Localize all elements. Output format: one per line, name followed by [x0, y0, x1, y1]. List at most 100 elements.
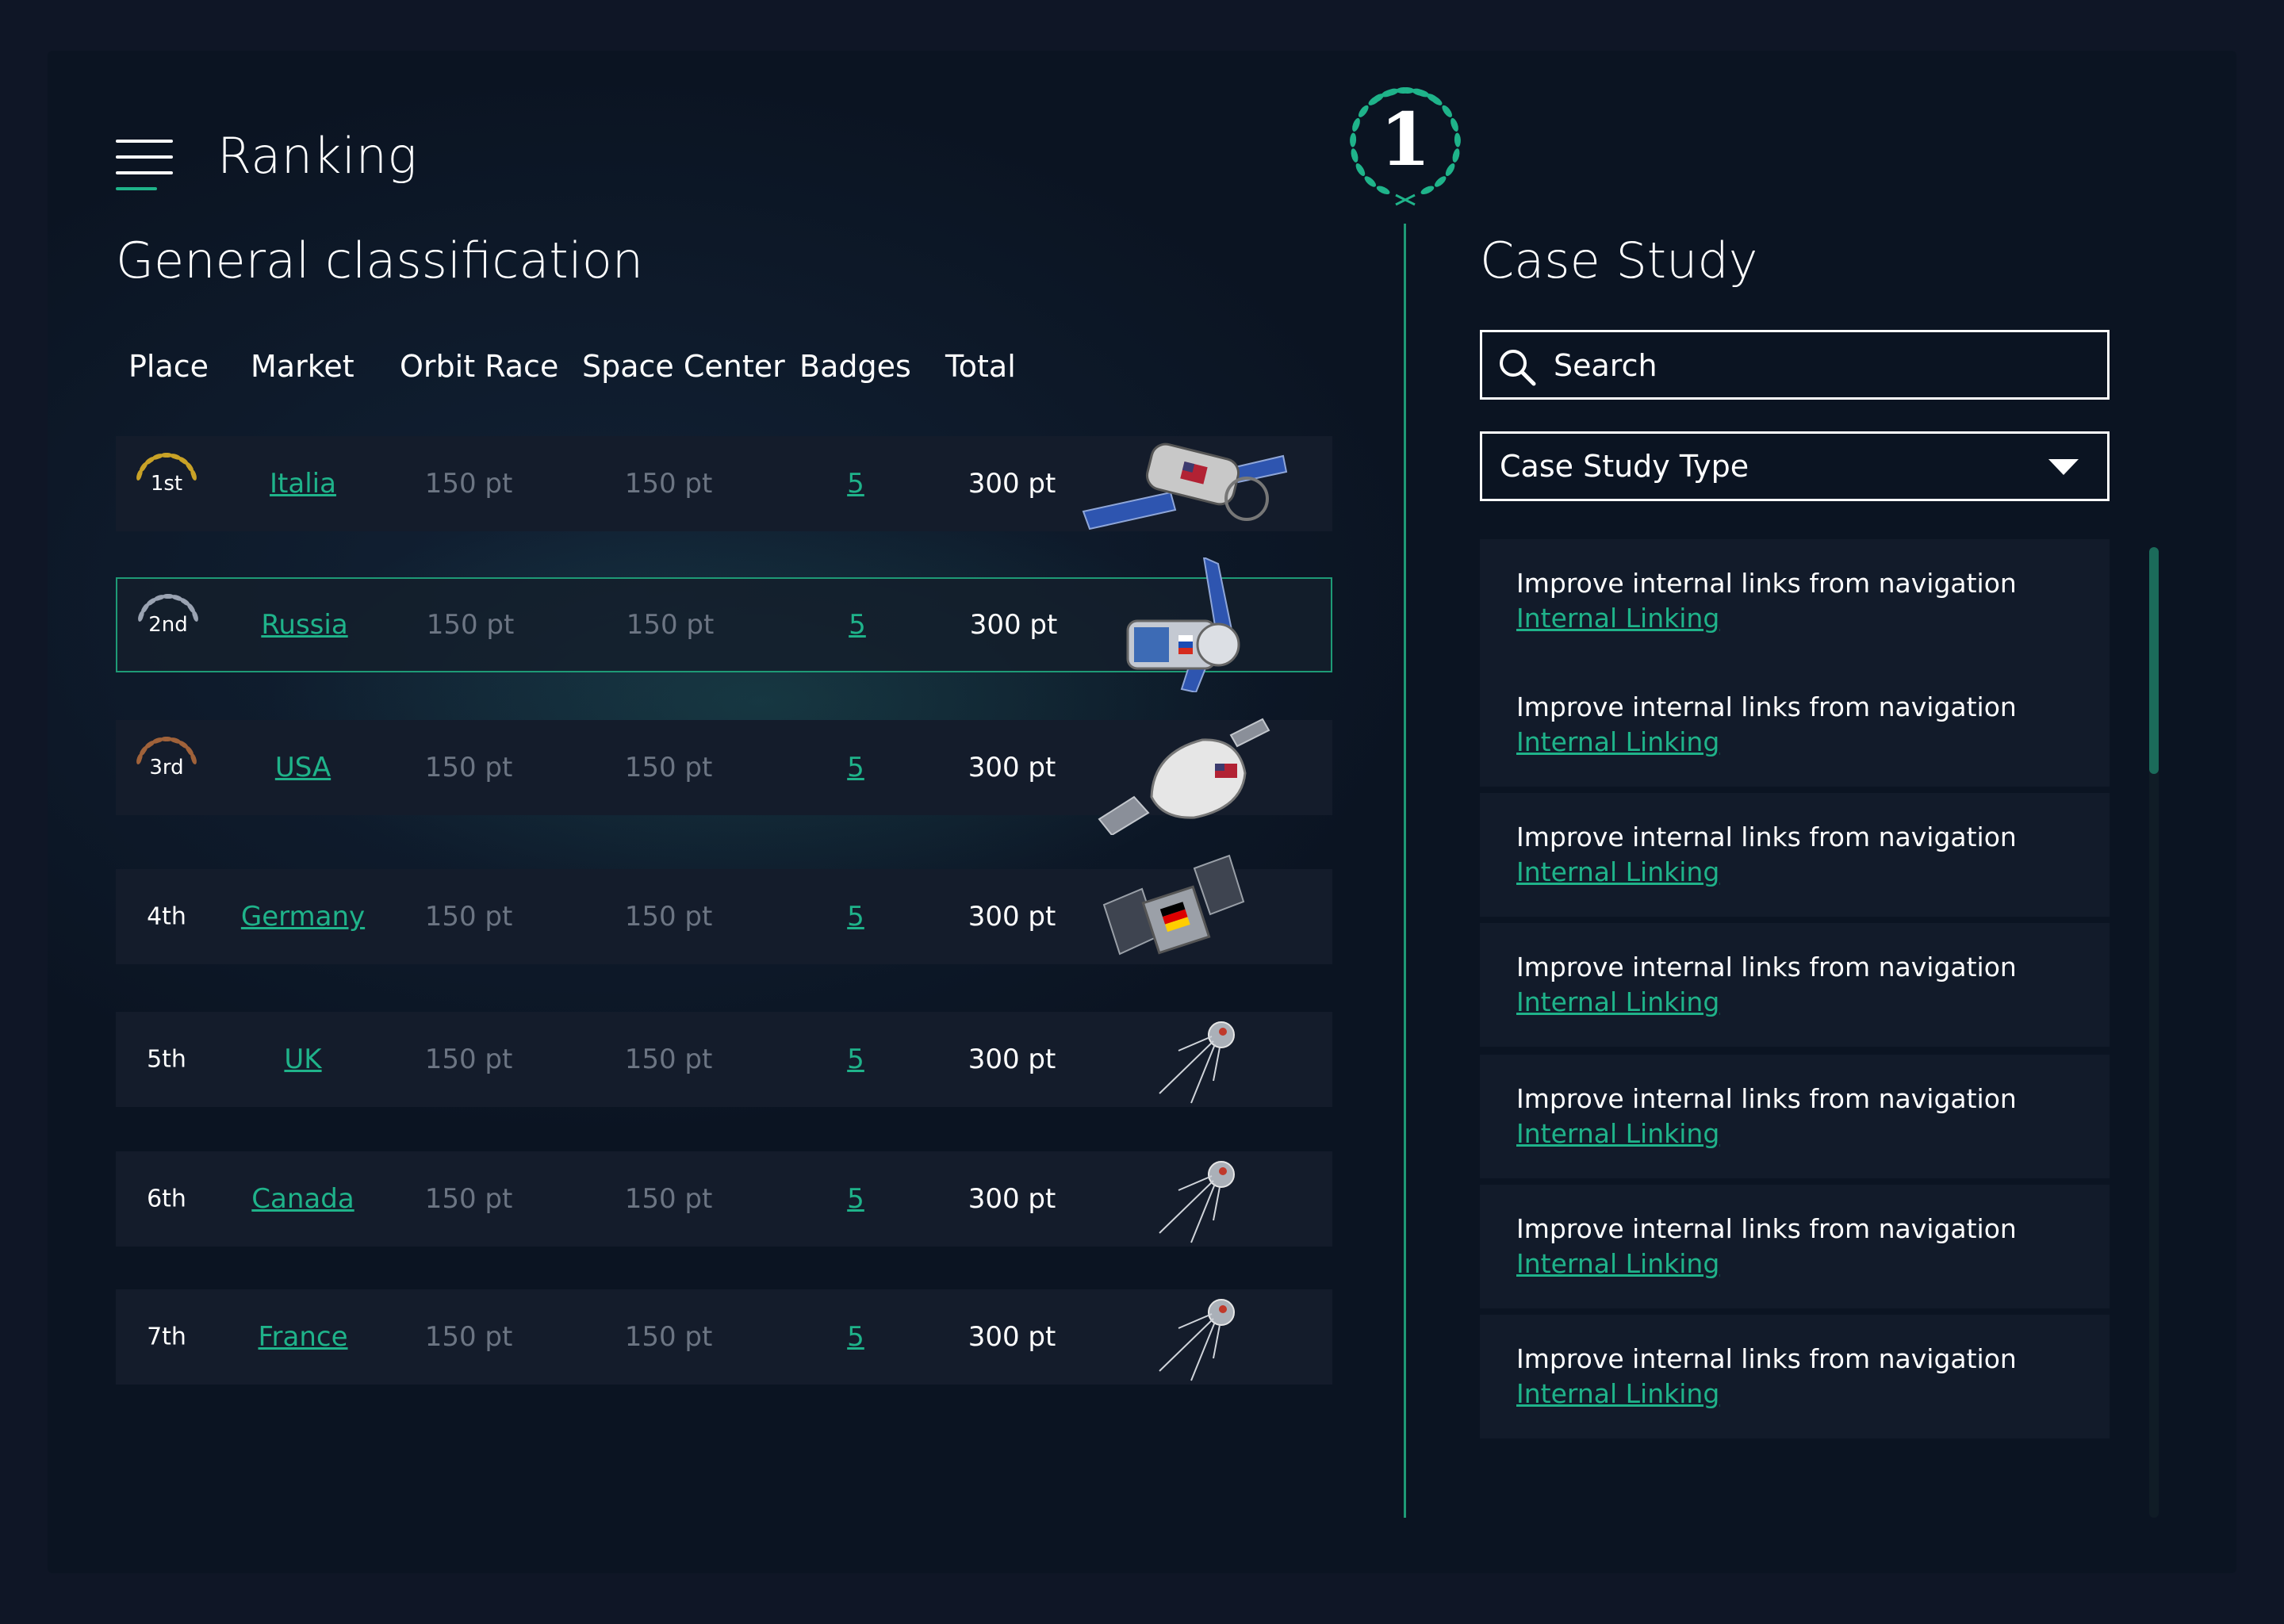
place-label: 6th: [147, 1185, 186, 1213]
orbit-race-points: 150 pt: [424, 1044, 513, 1075]
place-label: 4th: [147, 902, 186, 931]
badges-link[interactable]: 5: [847, 1183, 864, 1215]
table-row[interactable]: 4th Germany 150 pt 150 pt 5 300 pt: [116, 854, 1332, 964]
case-study-link[interactable]: Internal Linking: [1516, 1378, 1720, 1409]
table-row[interactable]: 7th France 150 pt 150 pt 5 300 pt: [116, 1289, 1332, 1385]
space-center-points: 150 pt: [624, 1183, 713, 1215]
column-header-badges: Badges: [799, 349, 911, 384]
market-link[interactable]: Canada: [251, 1183, 354, 1215]
place-label: 7th: [147, 1323, 186, 1351]
case-study-title: Case Study: [1480, 232, 1758, 289]
market-link[interactable]: Italia: [270, 468, 336, 500]
orbit-race-points: 150 pt: [424, 1321, 513, 1353]
case-study-link[interactable]: Internal Linking: [1516, 603, 1720, 634]
market-link[interactable]: Germany: [240, 901, 366, 933]
leader-rank: 1: [1380, 97, 1431, 182]
table-row[interactable]: 6th Canada 150 pt 150 pt 5 300 pt: [116, 1151, 1332, 1247]
place-label: 3rd: [149, 756, 184, 779]
total-points: 300 pt: [968, 901, 1056, 933]
case-study-description: Improve internal links from navigation: [1516, 568, 2017, 599]
case-study-card[interactable]: Improve internal links from navigation In…: [1480, 1055, 2110, 1178]
case-study-description: Improve internal links from navigation: [1516, 822, 2017, 852]
case-study-type-label: Case Study Type: [1500, 449, 1749, 484]
total-points: 300 pt: [969, 609, 1058, 641]
badges-link[interactable]: 5: [847, 1044, 864, 1075]
case-study-card[interactable]: Improve internal links from navigation In…: [1480, 1185, 2110, 1308]
orbit-race-points: 150 pt: [424, 901, 513, 933]
case-study-description: Improve internal links from navigation: [1516, 952, 2017, 982]
badges-link[interactable]: 5: [847, 1321, 864, 1353]
case-study-card[interactable]: Improve internal links from navigation In…: [1480, 923, 2110, 1047]
spacecraft-image: [1075, 416, 1313, 551]
table-row[interactable]: 2nd Russia 150 pt 150 pt 5 300 pt: [116, 556, 1332, 694]
case-study-link[interactable]: Internal Linking: [1516, 986, 1720, 1017]
place-label: 1st: [150, 472, 183, 496]
place-label: 5th: [147, 1045, 186, 1074]
orbit-race-points: 150 pt: [426, 609, 515, 641]
case-study-card[interactable]: Improve internal links from navigation In…: [1480, 539, 2110, 663]
market-link[interactable]: USA: [274, 752, 331, 783]
case-study-link[interactable]: Internal Linking: [1516, 726, 1720, 757]
space-center-points: 150 pt: [624, 752, 713, 783]
case-study-card[interactable]: Improve internal links from navigation In…: [1480, 793, 2110, 917]
column-header-place: Place: [128, 349, 209, 384]
market-link[interactable]: France: [258, 1321, 348, 1353]
spacecraft-image: [1075, 992, 1313, 1127]
column-divider: [1404, 224, 1406, 1518]
page-title: Ranking: [217, 127, 418, 185]
total-points: 300 pt: [968, 468, 1056, 500]
case-study-description: Improve internal links from navigation: [1516, 691, 2017, 722]
total-points: 300 pt: [968, 1044, 1056, 1075]
classification-title: General classification: [116, 232, 644, 289]
case-study-type-select[interactable]: Case Study Type: [1480, 431, 2110, 501]
market-link[interactable]: UK: [284, 1044, 322, 1075]
case-study-description: Improve internal links from navigation: [1516, 1083, 2017, 1114]
column-header-space-center: Space Center: [582, 349, 785, 384]
space-center-points: 150 pt: [626, 609, 715, 641]
table-row[interactable]: 1st Italia 150 pt 150 pt 5 300 pt: [116, 436, 1332, 531]
case-study-link[interactable]: Internal Linking: [1516, 1248, 1720, 1279]
column-header-market: Market: [251, 349, 354, 384]
search-icon: [1500, 350, 1536, 386]
orbit-race-points: 150 pt: [424, 752, 513, 783]
spacecraft-image: [1075, 700, 1313, 837]
case-study-description: Improve internal links from navigation: [1516, 1213, 2017, 1244]
medal-wreath-icon: 1st: [130, 447, 203, 520]
badges-link[interactable]: 5: [847, 901, 864, 933]
orbit-race-points: 150 pt: [424, 468, 513, 500]
case-study-link[interactable]: Internal Linking: [1516, 856, 1720, 887]
badges-link[interactable]: 5: [847, 468, 864, 500]
market-link[interactable]: Russia: [261, 609, 348, 641]
case-study-card[interactable]: Improve internal links from navigation In…: [1480, 663, 2110, 787]
space-center-points: 150 pt: [624, 1044, 713, 1075]
case-study-description: Improve internal links from navigation: [1516, 1343, 2017, 1374]
caret-down-icon[interactable]: [2048, 459, 2079, 475]
total-points: 300 pt: [968, 1183, 1056, 1215]
medal-wreath-icon: 3rd: [130, 731, 203, 804]
table-row[interactable]: 5th UK 150 pt 150 pt 5 300 pt: [116, 1012, 1332, 1107]
spacecraft-image: [1075, 1270, 1313, 1404]
badges-link[interactable]: 5: [849, 609, 866, 641]
space-center-points: 150 pt: [624, 901, 713, 933]
orbit-race-points: 150 pt: [424, 1183, 513, 1215]
table-row[interactable]: 3rd USA 150 pt 150 pt 5 300 pt: [116, 718, 1332, 837]
spacecraft-image: [1075, 1132, 1313, 1266]
total-points: 300 pt: [968, 1321, 1056, 1353]
spacecraft-image: [1077, 556, 1315, 694]
search-input[interactable]: [1552, 332, 2094, 399]
column-header-orbit-race: Orbit Race: [400, 349, 559, 384]
laurel-wreath-icon: 1: [1350, 86, 1461, 206]
badges-link[interactable]: 5: [847, 752, 864, 783]
case-study-link[interactable]: Internal Linking: [1516, 1118, 1720, 1149]
space-center-points: 150 pt: [624, 468, 713, 500]
case-study-scrollbar[interactable]: [2149, 547, 2159, 1518]
case-study-card[interactable]: Improve internal links from navigation In…: [1480, 1315, 2110, 1438]
medal-wreath-icon: 2nd: [132, 588, 205, 661]
hamburger-menu-icon[interactable]: [116, 140, 173, 192]
place-label: 2nd: [148, 613, 188, 637]
scrollbar-thumb[interactable]: [2149, 547, 2159, 774]
search-field[interactable]: [1480, 330, 2110, 400]
space-center-points: 150 pt: [624, 1321, 713, 1353]
total-points: 300 pt: [968, 752, 1056, 783]
spacecraft-image: [1075, 849, 1313, 984]
